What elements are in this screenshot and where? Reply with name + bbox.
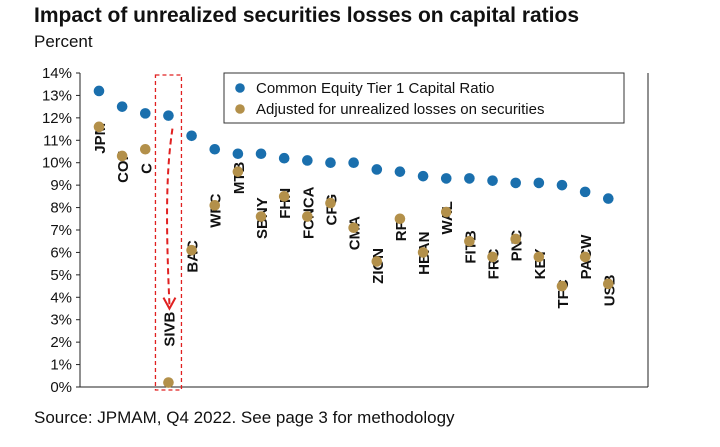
adjusted-point xyxy=(394,213,406,225)
adjusted-point xyxy=(302,211,313,222)
cet1-point xyxy=(417,170,429,182)
y-tick-label: 12% xyxy=(42,110,72,127)
cet1-point xyxy=(232,148,244,160)
category-label: WFC xyxy=(208,193,225,227)
adjusted-point xyxy=(140,143,151,155)
cet1-point xyxy=(116,101,128,112)
cet1-point xyxy=(163,110,174,121)
cet1-point xyxy=(186,130,197,142)
source-note: Source: JPMAM, Q4 2022. See page 3 for m… xyxy=(34,408,455,427)
legend-marker xyxy=(235,83,245,93)
category-label: RF xyxy=(393,221,410,241)
adjusted-point xyxy=(232,166,244,177)
adjusted-point xyxy=(278,191,290,202)
y-tick-label: 4% xyxy=(50,289,72,306)
adjusted-point xyxy=(487,251,498,263)
arrow-line xyxy=(166,128,174,305)
cet1-point xyxy=(440,173,452,184)
adjusted-point xyxy=(556,280,568,292)
cet1-point xyxy=(93,85,105,97)
cet1-point xyxy=(603,193,614,204)
y-tick-label: 7% xyxy=(50,222,72,239)
adjusted-point xyxy=(533,251,545,263)
category-label: SIVB xyxy=(161,311,178,346)
y-tick-label: 1% xyxy=(50,357,72,374)
cet1-point xyxy=(394,166,406,177)
highlight-box xyxy=(154,74,183,391)
adjusted-point xyxy=(325,197,336,209)
cet1-point xyxy=(348,157,359,169)
adjusted-point xyxy=(348,222,359,234)
adjusted-point xyxy=(579,251,591,263)
adjusted-point xyxy=(209,200,221,211)
legend-box xyxy=(223,72,625,124)
adjusted-point xyxy=(603,278,614,290)
cet1-point xyxy=(510,177,521,189)
arrow-head xyxy=(162,297,177,311)
cet1-point xyxy=(487,175,498,186)
category-label: CMA xyxy=(347,216,364,250)
adjusted-point xyxy=(440,206,452,218)
y-tick-label: 11% xyxy=(43,132,72,149)
cet1-point xyxy=(209,143,221,155)
chart-title: Impact of unrealized securities losses o… xyxy=(34,4,580,27)
cet1-point xyxy=(325,157,336,169)
adjusted-point xyxy=(255,211,267,222)
cet1-point xyxy=(255,148,267,160)
adjusted-point xyxy=(371,256,383,267)
y-tick-label: 10% xyxy=(42,155,72,172)
adjusted-point xyxy=(116,150,128,162)
category-label: MTB xyxy=(231,161,248,194)
category-label: WAL xyxy=(439,201,456,234)
category-label: FITB xyxy=(462,230,479,263)
adjusted-point xyxy=(464,235,475,247)
legend-label: Common Equity Tier 1 Capital Ratio xyxy=(256,80,494,97)
adjusted-point xyxy=(417,247,429,258)
y-tick-label: 5% xyxy=(50,267,72,284)
adjusted-point xyxy=(186,244,197,256)
y-tick-label: 0% xyxy=(50,379,72,396)
cet1-point xyxy=(302,155,313,166)
y-tick-label: 14% xyxy=(42,65,72,82)
cet1-point xyxy=(533,177,545,189)
y-tick-label: 3% xyxy=(50,312,72,329)
cet1-point xyxy=(556,179,568,191)
legend-marker xyxy=(235,104,245,114)
adjusted-point xyxy=(163,377,174,388)
cet1-point xyxy=(278,152,290,164)
adjusted-point xyxy=(510,233,521,245)
y-tick-label: 13% xyxy=(42,87,72,104)
legend-label: Adjusted for unrealized losses on securi… xyxy=(256,101,545,118)
adjusted-point xyxy=(93,121,105,133)
y-unit-label: Percent xyxy=(34,32,93,51)
cet1-point xyxy=(579,186,591,198)
category-label: BAC xyxy=(185,240,202,273)
y-tick-label: 9% xyxy=(50,177,72,194)
cet1-point xyxy=(464,173,475,184)
y-tick-label: 2% xyxy=(50,334,72,351)
cet1-point xyxy=(371,164,383,175)
y-tick-label: 6% xyxy=(50,244,72,261)
cet1-point xyxy=(140,108,151,119)
category-label: C xyxy=(138,163,155,174)
y-tick-label: 8% xyxy=(50,200,72,217)
